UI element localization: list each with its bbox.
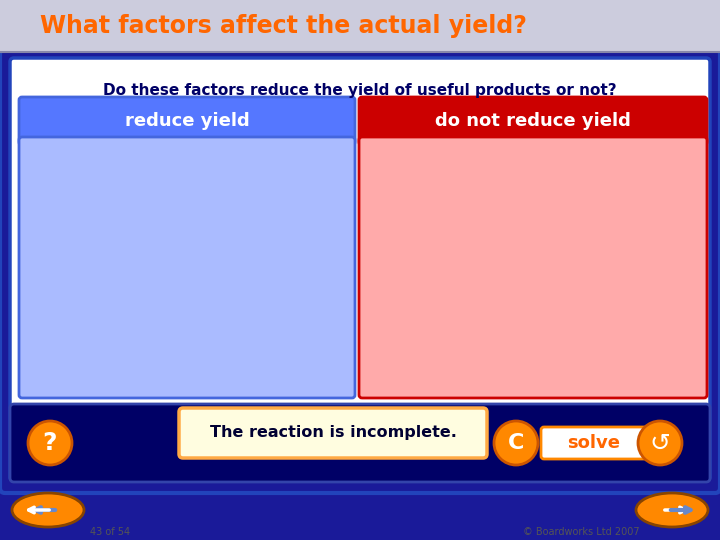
FancyBboxPatch shape: [359, 97, 707, 145]
Circle shape: [494, 421, 538, 465]
Bar: [0, 0, 720, 52]
FancyBboxPatch shape: [541, 427, 647, 459]
Text: Do these factors reduce the yield of useful products or not?: Do these factors reduce the yield of use…: [103, 83, 617, 98]
Ellipse shape: [636, 493, 708, 527]
Text: What factors affect the actual yield?: What factors affect the actual yield?: [40, 14, 527, 38]
Text: ?: ?: [42, 431, 58, 455]
FancyBboxPatch shape: [359, 137, 707, 398]
Text: ↺: ↺: [649, 432, 670, 456]
FancyBboxPatch shape: [10, 58, 710, 481]
Text: The reaction is incomplete.: The reaction is incomplete.: [210, 426, 456, 441]
FancyBboxPatch shape: [19, 97, 355, 145]
Text: solve: solve: [567, 434, 621, 452]
Ellipse shape: [12, 493, 84, 527]
FancyBboxPatch shape: [0, 49, 720, 493]
FancyBboxPatch shape: [10, 404, 710, 482]
FancyBboxPatch shape: [179, 408, 487, 458]
Circle shape: [638, 421, 682, 465]
Text: C: C: [508, 433, 524, 453]
FancyBboxPatch shape: [19, 137, 355, 398]
Text: do not reduce yield: do not reduce yield: [435, 112, 631, 130]
Circle shape: [28, 421, 72, 465]
Text: © Boardworks Ltd 2007: © Boardworks Ltd 2007: [523, 527, 640, 537]
Text: reduce yield: reduce yield: [125, 112, 249, 130]
Text: 43 of 54: 43 of 54: [90, 527, 130, 537]
